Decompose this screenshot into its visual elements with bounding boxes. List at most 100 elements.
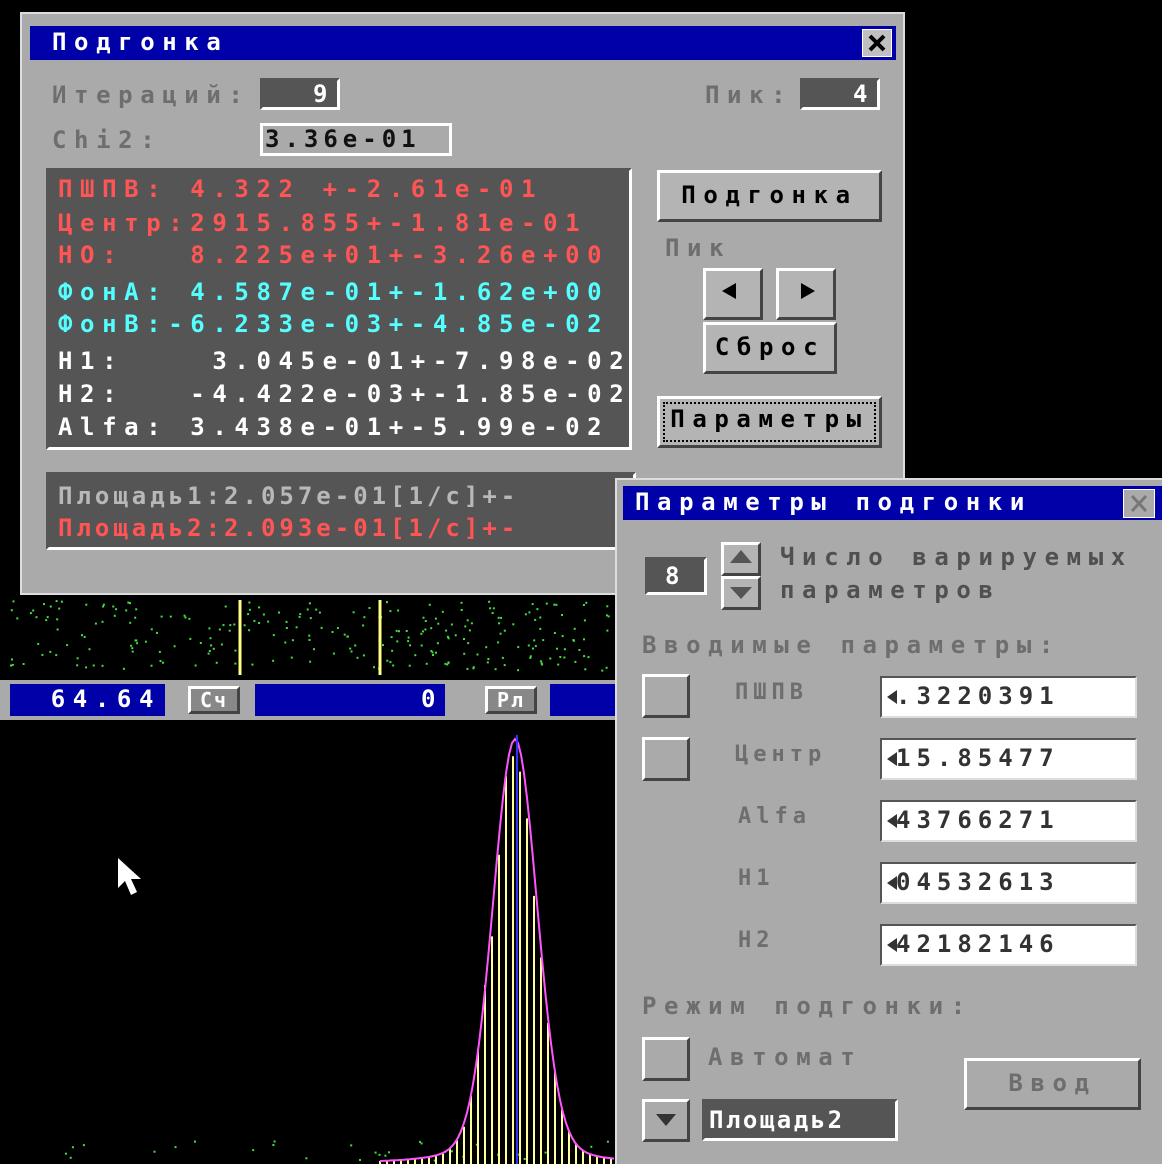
param-field[interactable]: 04532613: [880, 862, 1137, 904]
noise-dot: [102, 605, 105, 608]
chi2-field: 3.36e-01: [260, 123, 452, 156]
noise-dot: [295, 626, 298, 629]
arrow: [887, 814, 897, 828]
noise-dot: [285, 627, 288, 629]
noise-dot: [463, 652, 466, 655]
dropdown-button[interactable]: [642, 1099, 690, 1142]
noise-dot: [153, 1150, 156, 1153]
param-name: ПШПВ: [735, 680, 808, 705]
noise-dot: [460, 601, 463, 604]
spin-up[interactable]: [721, 542, 761, 576]
noise-dot: [224, 605, 227, 608]
noise-dot: [159, 660, 162, 662]
spin-down[interactable]: [721, 576, 761, 610]
next-peak-button[interactable]: [776, 268, 836, 320]
noise-dot: [272, 634, 275, 637]
param-name: H1: [738, 866, 775, 891]
noise-dot: [102, 603, 105, 606]
noise-dot: [290, 656, 293, 659]
noise-dot: [331, 631, 334, 633]
checkbox[interactable]: [642, 737, 690, 781]
noise-dot: [450, 623, 453, 626]
mode-header: Режим подгонки:: [642, 992, 973, 1020]
noise-dot: [539, 616, 542, 619]
result-line: Alfa: 3.438e-01+-5.99e-02: [58, 413, 610, 441]
noise-dot: [532, 647, 534, 650]
noise-dot: [11, 658, 13, 661]
fit-button[interactable]: Подгонка: [657, 170, 882, 222]
noise-dot: [584, 668, 587, 671]
noise-dot: [476, 653, 479, 656]
noise-dot: [437, 622, 440, 625]
noise-dot: [131, 650, 134, 653]
close-icon: [868, 34, 886, 52]
noise-dot: [561, 614, 563, 616]
noise-dot: [582, 604, 585, 606]
result-line: ПШПВ: 4.322 +-2.61e-01: [58, 175, 544, 203]
status-bar: 64.64 Сч 0 Рл: [0, 680, 615, 720]
noise-dot: [262, 613, 265, 616]
noise-dot: [359, 1159, 361, 1161]
noise-dot: [251, 663, 254, 666]
noise-dot: [590, 1145, 593, 1148]
param-field[interactable]: 43766271: [880, 800, 1137, 842]
enter-button[interactable]: Ввод: [964, 1058, 1141, 1110]
noise-dot: [298, 615, 301, 618]
noise-dot: [533, 639, 536, 642]
noise-dot: [309, 660, 312, 663]
noise-dot: [396, 640, 399, 643]
reset-button[interactable]: Сброс: [703, 322, 837, 374]
noise-dot: [85, 666, 88, 669]
param-field[interactable]: 42182146: [880, 924, 1137, 966]
noise-dot: [503, 664, 506, 667]
param-name: Alfa: [738, 804, 811, 829]
areas-panel: Площадь1:2.057e-01[1/c]+- Площадь2:2.093e…: [46, 472, 636, 550]
noise-dot: [389, 661, 392, 664]
close-button[interactable]: [862, 29, 892, 57]
noise-dot: [435, 651, 437, 654]
noise-dot: [162, 661, 164, 664]
position-field: 64.64: [10, 684, 165, 716]
noise-dot: [605, 666, 608, 669]
noise-dot: [487, 658, 490, 660]
param-field[interactable]: 15.85477: [880, 738, 1137, 780]
noise-dot: [350, 650, 353, 653]
input-header: Вводимые параметры:: [642, 631, 1061, 659]
area-select[interactable]: Площадь2: [702, 1099, 898, 1141]
checkbox[interactable]: [642, 674, 690, 718]
noise-dot: [309, 617, 312, 620]
noise-dot: [55, 600, 58, 603]
noise-dot: [398, 630, 400, 633]
noise-dot: [578, 649, 581, 651]
params-button[interactable]: Параметры: [657, 396, 882, 448]
varied-label: Число варируемых: [780, 543, 1133, 571]
noise-dot: [539, 660, 542, 663]
fit-window: Подгонка Итераций: 9 Пик: 4 Chi2: 3.36e-…: [20, 12, 905, 595]
noise-dot: [158, 650, 161, 653]
noise-dot: [454, 634, 457, 637]
down-arrow: [730, 587, 752, 599]
down-arrow: [656, 1114, 676, 1126]
noise-dot: [391, 649, 394, 652]
noise-dot: [557, 663, 560, 666]
noise-dot: [527, 644, 530, 647]
noise-dot: [583, 638, 585, 641]
scroll-arrow: [887, 752, 897, 766]
noise-dot: [285, 620, 288, 623]
noise-dot: [441, 610, 444, 613]
noise-dot: [194, 664, 197, 667]
auto-checkbox[interactable]: [642, 1037, 690, 1081]
prev-peak-button[interactable]: [703, 268, 763, 320]
noise-dot: [585, 601, 588, 604]
close-button[interactable]: [1123, 489, 1155, 518]
noise-dot: [208, 627, 211, 630]
result-line: Центр:2915.855+-1.81e-01: [58, 209, 588, 237]
noise-dot: [606, 605, 609, 608]
param-field[interactable]: .3220391: [880, 676, 1137, 718]
noise-dot: [125, 609, 128, 612]
noise-dot: [273, 1140, 276, 1143]
noise-dot: [129, 621, 132, 624]
noise-dot: [392, 664, 395, 667]
noise-dot: [131, 647, 134, 650]
varied-count-field: 8: [645, 557, 707, 595]
